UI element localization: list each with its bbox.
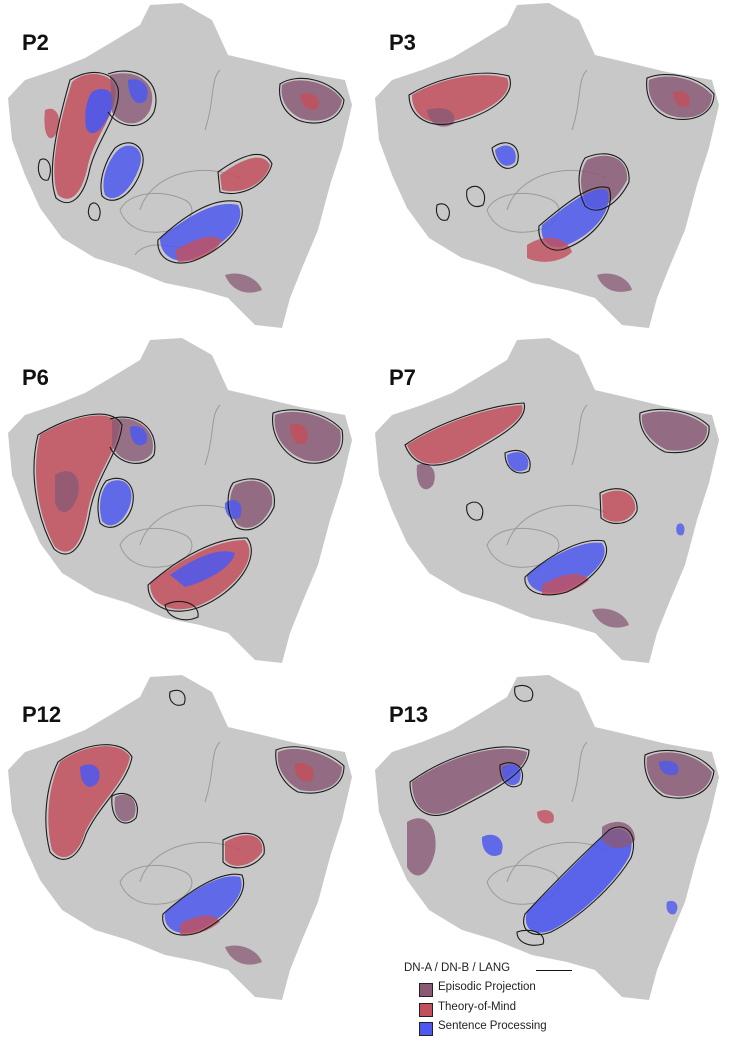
activation-blobs [44,73,342,293]
legend-item-episodic: Episodic Projection [404,980,644,1000]
network-outlines [404,402,710,596]
brain-panel-p13: P13 [367,672,733,1012]
activation-blobs [412,75,712,292]
panel-label: P12 [22,702,62,727]
panel-label: P3 [389,30,416,55]
legend-outline-entry: DN-A / DN-B / LANG [404,962,644,980]
flatmap-p13 [375,675,719,1000]
tom-swatch-icon [419,1002,433,1017]
activation-blobs [35,411,341,610]
network-outlines [408,72,715,251]
brain-panel-p7: P7 [367,335,733,675]
brain-panel-p6: P6 [0,335,366,675]
flatmap-p6 [8,338,352,663]
panel-label: P7 [389,365,416,390]
outline-line-icon [536,970,572,971]
brain-panel-p12: P12 [0,672,366,1012]
sentence-swatch-icon [419,1022,433,1036]
cortex-surface [375,675,719,1000]
legend-outline-label: DN-A / DN-B / LANG [404,962,511,974]
activation-blobs [407,748,712,933]
flatmap-p3 [375,3,719,328]
legend-item-label: Episodic Projection [438,981,536,993]
legend: DN-A / DN-B / LANG Episodic Projection T… [404,962,644,1039]
flatmap-p7 [375,338,719,663]
flatmap-p2 [8,3,352,328]
network-outlines [33,409,344,621]
network-outlines [37,70,345,264]
legend-item-label: Theory-of-Mind [438,1000,516,1013]
cortex-surface [375,3,719,328]
panel-label: P2 [22,30,49,55]
brain-panel-p3: P3 [367,0,733,340]
cortex-surface [375,338,719,663]
flatmap-p12 [8,675,352,1000]
network-outlines [409,684,715,946]
episodic-swatch-icon [419,983,433,997]
legend-item-sentence: Sentence Processing [404,1019,644,1039]
legend-item-label: Sentence Processing [438,1020,547,1032]
panel-label: P13 [389,702,429,727]
activation-blobs [48,746,342,965]
panel-label: P6 [22,365,49,390]
brain-panel-p2: P2 [0,0,366,340]
legend-item-tom: Theory-of-Mind [404,1000,644,1020]
activation-blobs [407,405,708,628]
network-outlines [45,689,345,936]
